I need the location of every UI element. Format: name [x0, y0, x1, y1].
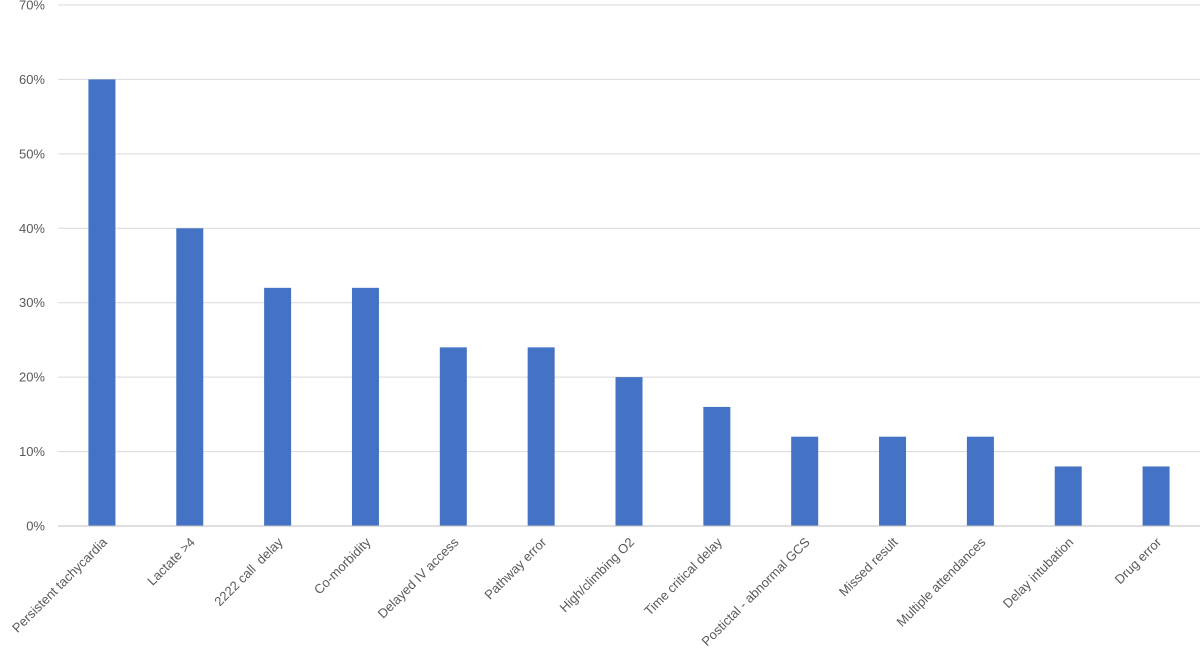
bar: [527, 347, 555, 526]
y-tick-label: 50%: [19, 146, 45, 161]
bar: [966, 436, 994, 526]
bar: [1054, 466, 1082, 526]
x-category-label: High/climbing O2: [557, 535, 638, 616]
x-category-label: Missed result: [836, 534, 901, 599]
x-category-label: Drug error: [1112, 534, 1165, 587]
bar: [791, 436, 819, 526]
bar: [1142, 466, 1170, 526]
bar: [351, 287, 379, 526]
x-axis-category-labels: Persistent tachycardia Lactate >4 2222 cal…: [9, 534, 1165, 649]
y-tick-label: 60%: [19, 72, 45, 87]
x-category-label: Pathway error: [481, 534, 549, 602]
x-category-label: Delayed IV access: [375, 534, 462, 621]
bar: [439, 347, 467, 526]
gridlines: [58, 4, 1200, 453]
x-category-label: Delay intubation: [1000, 535, 1077, 612]
y-tick-label: 30%: [19, 295, 45, 310]
y-tick-label: 70%: [19, 0, 45, 13]
bar: [176, 228, 204, 527]
bar: [88, 79, 116, 526]
x-category-label: Lactate >4: [144, 535, 198, 589]
x-category-label: Co-morbidity: [311, 534, 374, 597]
bar: [264, 287, 292, 526]
y-tick-label: 10%: [19, 444, 45, 459]
x-category-label: 2222 call delay: [211, 534, 286, 609]
bar: [879, 436, 907, 526]
x-category-label: Multiple attendances: [894, 534, 989, 629]
x-category-label: Persistent tachycardia: [9, 534, 111, 636]
y-tick-label: 40%: [19, 221, 45, 236]
bar: [703, 406, 731, 526]
y-tick-label: 20%: [19, 370, 45, 385]
x-category-label: Time critical delay: [641, 534, 725, 618]
y-axis-tick-labels: 0% 10% 20% 30% 40% 50% 60% 70%: [19, 0, 45, 534]
bar: [615, 377, 643, 526]
bars: [88, 79, 1170, 527]
y-tick-label: 0%: [26, 519, 45, 534]
